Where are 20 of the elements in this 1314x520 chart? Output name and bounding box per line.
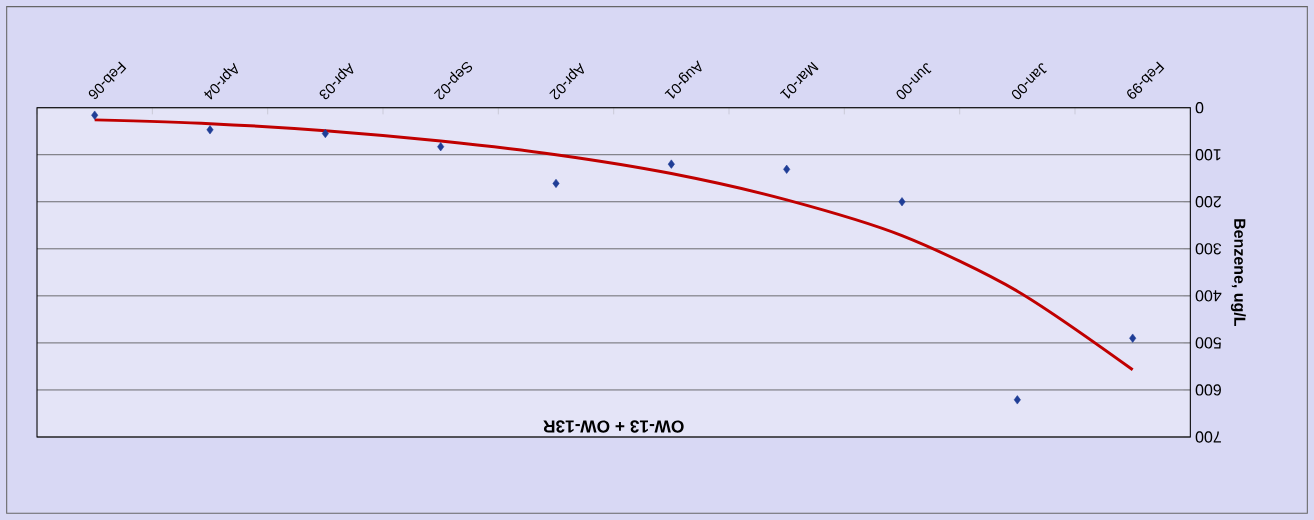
y-tick-label: 700 — [1195, 431, 1221, 443]
point — [321, 129, 329, 139]
point — [667, 159, 675, 169]
point — [552, 178, 560, 188]
y-tick-label: 200 — [1195, 196, 1221, 208]
y-tick-label: 0 — [1195, 102, 1204, 114]
point — [206, 125, 214, 135]
point — [1129, 333, 1137, 343]
y-axis-title: Benzene, ug/L — [1230, 219, 1246, 327]
text: OW-13 + OW-13R — [543, 420, 684, 433]
point — [783, 164, 791, 174]
point — [898, 197, 906, 207]
point — [91, 110, 99, 120]
y-tick-label: 100 — [1195, 149, 1221, 161]
y-tick-label: 500 — [1195, 337, 1222, 349]
y-tick-label: 600 — [1195, 384, 1221, 396]
point — [1013, 395, 1021, 405]
y-tick-label: 300 — [1195, 243, 1222, 255]
point — [437, 142, 445, 152]
y-tick-label: 400 — [1195, 290, 1222, 302]
